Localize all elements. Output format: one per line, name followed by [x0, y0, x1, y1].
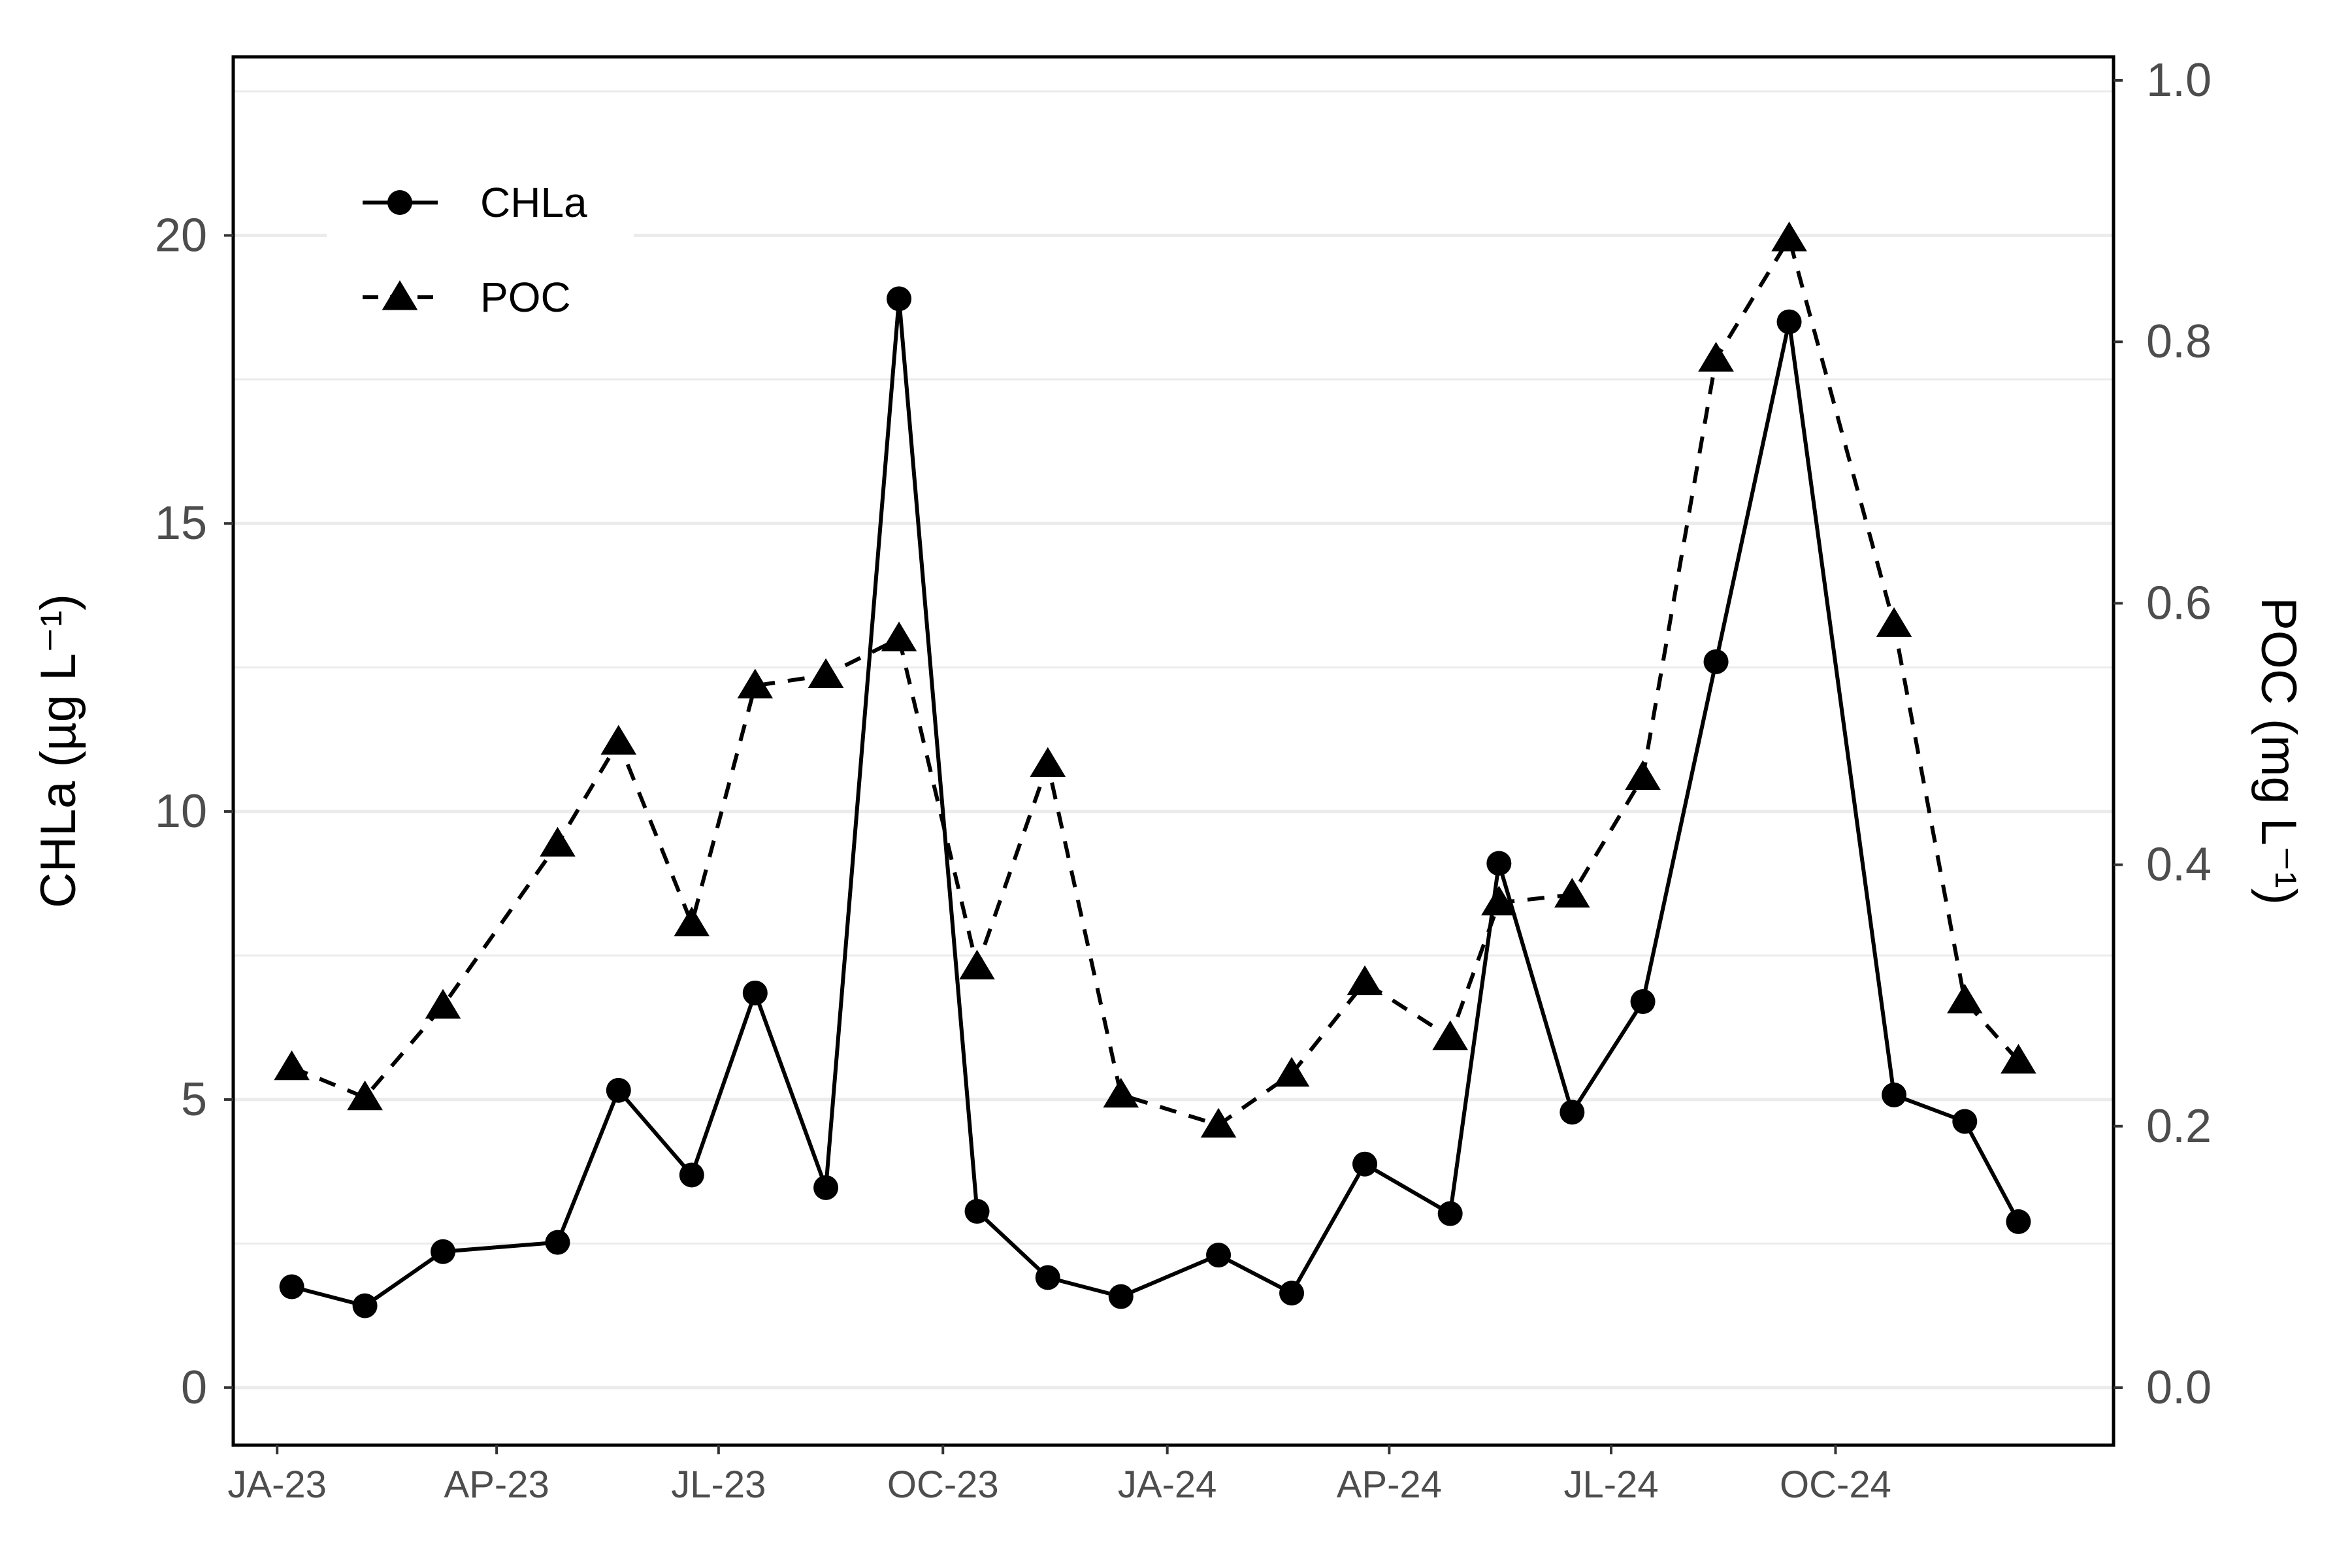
- data-point-chla: [352, 1293, 378, 1318]
- data-point-chla: [742, 980, 768, 1005]
- y-right-tick-label: 0.2: [2146, 1100, 2212, 1152]
- data-point-poc: [600, 725, 637, 755]
- data-point-chla: [887, 286, 912, 312]
- x-tick-label: JL-23: [671, 1463, 766, 1506]
- data-point-poc: [1347, 965, 1383, 996]
- y-right-tick-label: 0.4: [2146, 839, 2212, 891]
- data-point-chla: [545, 1230, 570, 1255]
- x-tick-label: AP-24: [1337, 1463, 1442, 1506]
- data-point-chla: [2006, 1209, 2031, 1234]
- data-point-poc: [1876, 607, 1912, 637]
- plot-border: [231, 55, 2115, 1447]
- x-tick-label: JA-23: [227, 1463, 327, 1506]
- data-point-chla: [1882, 1082, 1907, 1107]
- data-point-chla: [1952, 1109, 1978, 1134]
- data-point-chla: [1108, 1284, 1134, 1309]
- legend: CHLa POC: [327, 154, 634, 343]
- data-point-poc: [425, 988, 461, 1019]
- x-tick-label: AP-23: [444, 1463, 549, 1506]
- data-point-poc: [674, 906, 710, 937]
- y-left-tick-label: 20: [155, 209, 207, 261]
- series-line-poc: [291, 237, 2020, 1127]
- data-point-poc: [1200, 1107, 1237, 1138]
- data-point-poc: [1481, 885, 1517, 916]
- y-left-tick-label: 10: [155, 785, 207, 838]
- data-point-poc: [1698, 342, 1734, 372]
- data-point-chla: [1279, 1281, 1305, 1306]
- data-point-poc: [1554, 877, 1590, 908]
- y-left-tick-label: 0: [181, 1362, 207, 1414]
- legend-item-poc: POC: [363, 274, 571, 321]
- y-left-tick-label: 15: [155, 497, 207, 549]
- y-right-tick-label: 0.6: [2146, 577, 2212, 629]
- data-point-chla: [1352, 1151, 1378, 1177]
- data-point-poc: [737, 668, 774, 698]
- data-point-poc: [1030, 747, 1066, 777]
- data-point-poc: [274, 1050, 310, 1081]
- x-tick-label: JA-24: [1118, 1463, 1217, 1506]
- series-chla: [279, 286, 2031, 1318]
- data-point-poc: [347, 1080, 383, 1111]
- y-right-tick-label: 0.0: [2146, 1362, 2212, 1414]
- data-point-poc: [1771, 221, 1807, 252]
- x-tick-label: OC-24: [1780, 1463, 1891, 1506]
- data-point-chla: [1206, 1243, 1232, 1268]
- data-point-poc: [959, 949, 995, 980]
- y-right-axis-title: POC (mg L⁻¹): [2251, 597, 2306, 905]
- series-line-chla: [291, 297, 2021, 1308]
- axes: 0 5 10 15 20 0.0 0.2 0.4 0.6 0.8 1.0 JA-23 AP-23 JL-2…: [31, 54, 2306, 1506]
- x-tick-label: JL-24: [1563, 1463, 1658, 1506]
- legend-label: CHLa: [480, 179, 587, 226]
- data-point-poc: [1273, 1056, 1310, 1087]
- y-left-axis-title: CHLa (µg L⁻¹): [31, 594, 86, 908]
- data-point-poc: [1625, 760, 1661, 791]
- legend-item-chla: CHLa: [363, 179, 587, 226]
- legend-label: POC: [480, 274, 571, 321]
- data-point-poc: [1103, 1077, 1139, 1108]
- y-right-tick-label: 0.8: [2146, 316, 2212, 368]
- data-point-chla: [1703, 649, 1729, 674]
- data-point-chla: [813, 1175, 839, 1200]
- series-layer: [274, 221, 2036, 1318]
- data-point-chla: [1486, 851, 1512, 876]
- data-point-poc: [540, 826, 576, 857]
- data-point-poc: [1946, 983, 1983, 1014]
- legend-key-triangle: [382, 280, 418, 310]
- data-point-chla: [679, 1162, 704, 1188]
- data-point-chla: [1776, 309, 1802, 335]
- data-point-poc: [2001, 1043, 2036, 1074]
- y-right-tick-label: 1.0: [2146, 54, 2212, 106]
- data-point-chla: [1560, 1100, 1585, 1125]
- data-point-chla: [279, 1274, 304, 1299]
- data-point-chla: [1630, 989, 1656, 1015]
- y-left-tick-label: 5: [181, 1073, 207, 1126]
- data-point-chla: [1035, 1265, 1060, 1290]
- data-point-poc: [881, 621, 917, 651]
- x-tick-label: OC-23: [887, 1463, 999, 1506]
- data-point-chla: [1437, 1201, 1463, 1226]
- data-point-poc: [1432, 1020, 1468, 1051]
- data-point-chla: [431, 1239, 456, 1264]
- data-point-chla: [964, 1199, 990, 1224]
- legend-key-circle: [387, 190, 412, 215]
- legend-background: [327, 154, 634, 343]
- data-point-poc: [808, 658, 844, 688]
- series-poc: [274, 221, 2036, 1138]
- data-point-chla: [606, 1077, 631, 1103]
